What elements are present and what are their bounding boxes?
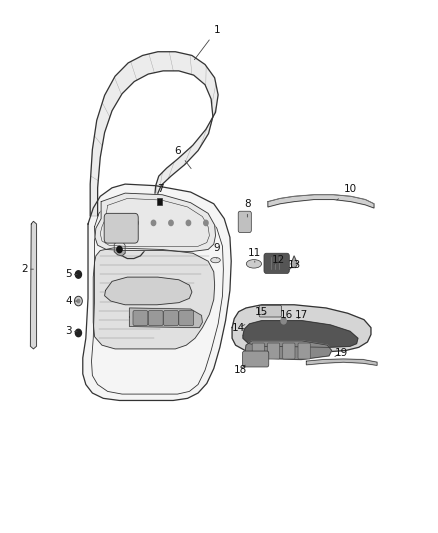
Text: 11: 11 <box>248 248 261 262</box>
Polygon shape <box>90 52 218 216</box>
FancyBboxPatch shape <box>104 213 138 243</box>
Text: 16: 16 <box>280 310 293 320</box>
Text: 19: 19 <box>335 348 348 358</box>
FancyBboxPatch shape <box>148 311 163 326</box>
Text: 15: 15 <box>255 306 268 317</box>
Polygon shape <box>105 277 192 305</box>
Polygon shape <box>243 321 358 348</box>
Polygon shape <box>306 359 377 366</box>
Polygon shape <box>30 221 36 349</box>
Text: 12: 12 <box>271 255 285 265</box>
Text: 14: 14 <box>232 322 245 333</box>
Polygon shape <box>93 248 215 349</box>
Circle shape <box>204 220 208 225</box>
Circle shape <box>169 220 173 225</box>
FancyBboxPatch shape <box>238 211 251 232</box>
Polygon shape <box>114 241 125 256</box>
Circle shape <box>151 220 155 225</box>
FancyBboxPatch shape <box>259 305 282 317</box>
FancyBboxPatch shape <box>163 311 178 326</box>
Polygon shape <box>95 193 215 252</box>
Polygon shape <box>291 256 297 268</box>
Text: 9: 9 <box>213 243 220 259</box>
FancyBboxPatch shape <box>252 343 265 359</box>
FancyBboxPatch shape <box>243 351 269 367</box>
FancyBboxPatch shape <box>268 343 280 359</box>
Polygon shape <box>130 308 202 328</box>
Circle shape <box>281 318 286 324</box>
FancyBboxPatch shape <box>283 343 295 359</box>
Ellipse shape <box>211 257 220 263</box>
FancyBboxPatch shape <box>156 198 162 205</box>
Text: 2: 2 <box>21 264 33 274</box>
Circle shape <box>75 271 81 278</box>
Circle shape <box>134 220 138 225</box>
Text: 17: 17 <box>294 310 308 320</box>
Text: 13: 13 <box>287 261 301 270</box>
Circle shape <box>186 220 191 225</box>
Text: 6: 6 <box>174 146 191 168</box>
Circle shape <box>117 246 122 253</box>
FancyBboxPatch shape <box>264 253 289 273</box>
Polygon shape <box>83 184 231 400</box>
FancyBboxPatch shape <box>298 343 310 359</box>
Ellipse shape <box>246 260 261 268</box>
Text: 10: 10 <box>337 184 357 200</box>
Polygon shape <box>232 305 371 353</box>
Circle shape <box>74 296 82 306</box>
Text: 3: 3 <box>65 326 77 336</box>
FancyBboxPatch shape <box>179 311 194 326</box>
Polygon shape <box>268 195 374 208</box>
Text: 7: 7 <box>157 184 163 200</box>
Text: 5: 5 <box>65 270 77 279</box>
Text: 4: 4 <box>65 296 77 306</box>
Text: 8: 8 <box>244 199 251 217</box>
Text: 1: 1 <box>194 25 220 60</box>
Text: 18: 18 <box>233 365 247 375</box>
Circle shape <box>75 329 81 337</box>
FancyBboxPatch shape <box>133 311 148 326</box>
Polygon shape <box>245 341 332 360</box>
Circle shape <box>77 300 80 303</box>
